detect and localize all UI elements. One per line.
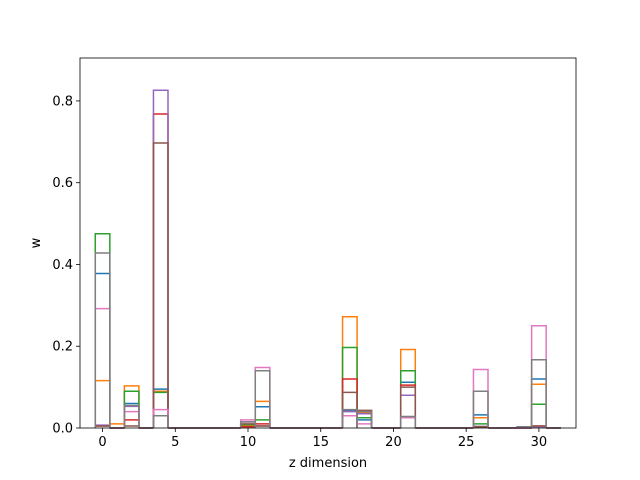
x-tick-label: 10 bbox=[240, 435, 257, 450]
plot-frame bbox=[79, 57, 577, 429]
y-tick-label: 0.6 bbox=[52, 176, 73, 191]
x-tick-label: 5 bbox=[171, 435, 179, 450]
x-axis: 0 5 10 15 20 25 30 bbox=[98, 428, 547, 450]
x-tick-label: 20 bbox=[385, 435, 402, 450]
y-tick-label: 0.0 bbox=[52, 422, 73, 437]
x-tick-label: 30 bbox=[531, 435, 548, 450]
x-tick-label: 0 bbox=[98, 435, 106, 450]
y-tick-label: 0.2 bbox=[52, 340, 73, 355]
x-tick-label: 15 bbox=[312, 435, 329, 450]
x-axis-label: z dimension bbox=[289, 456, 367, 471]
y-tick-label: 0.8 bbox=[52, 94, 73, 109]
y-tick-label: 0.4 bbox=[52, 258, 73, 273]
y-axis: 0.0 0.2 0.4 0.6 0.8 bbox=[52, 94, 80, 437]
y-axis-label: w bbox=[29, 237, 44, 248]
x-tick-label: 25 bbox=[458, 435, 475, 450]
